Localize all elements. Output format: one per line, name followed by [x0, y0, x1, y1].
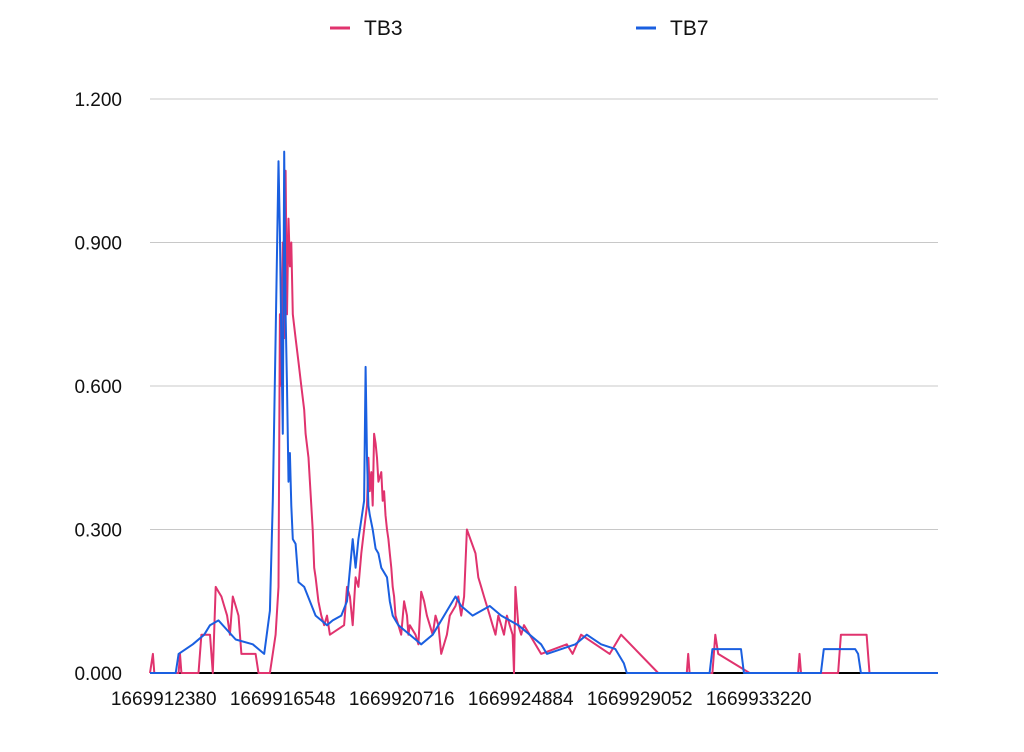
plot-area [149, 150, 938, 674]
x-tick-label: 1669933220 [706, 689, 812, 710]
series-line-tb3 [149, 169, 938, 674]
y-tick-label: 1.200 [74, 90, 122, 111]
gridlines [150, 98, 938, 530]
y-tick-label: 0.900 [74, 234, 122, 255]
x-tick-label: 1669916548 [230, 689, 336, 710]
y-tick-label: 0.300 [74, 521, 122, 542]
legend-label-tb7: TB7 [670, 17, 709, 40]
x-tick-label: 1669924884 [468, 689, 574, 710]
x-tick-label: 1669920716 [349, 689, 455, 710]
x-axis: 1669912380 1669916548 1669920716 1669924884… [111, 672, 938, 710]
x-tick-label: 1669929052 [587, 689, 693, 710]
legend-entry-tb3[interactable]: TB3 [330, 17, 403, 40]
y-tick-label: 0.600 [74, 377, 122, 398]
y-axis: 0.000 0.300 0.600 0.900 1.200 [74, 90, 122, 685]
y-tick-label: 0.000 [74, 664, 122, 685]
series-line-tb7 [150, 150, 938, 674]
legend-label-tb3: TB3 [364, 17, 403, 40]
legend: TB3 TB7 [330, 17, 709, 40]
x-tick-label: 1669912380 [111, 689, 217, 710]
legend-entry-tb7[interactable]: TB7 [636, 17, 709, 40]
